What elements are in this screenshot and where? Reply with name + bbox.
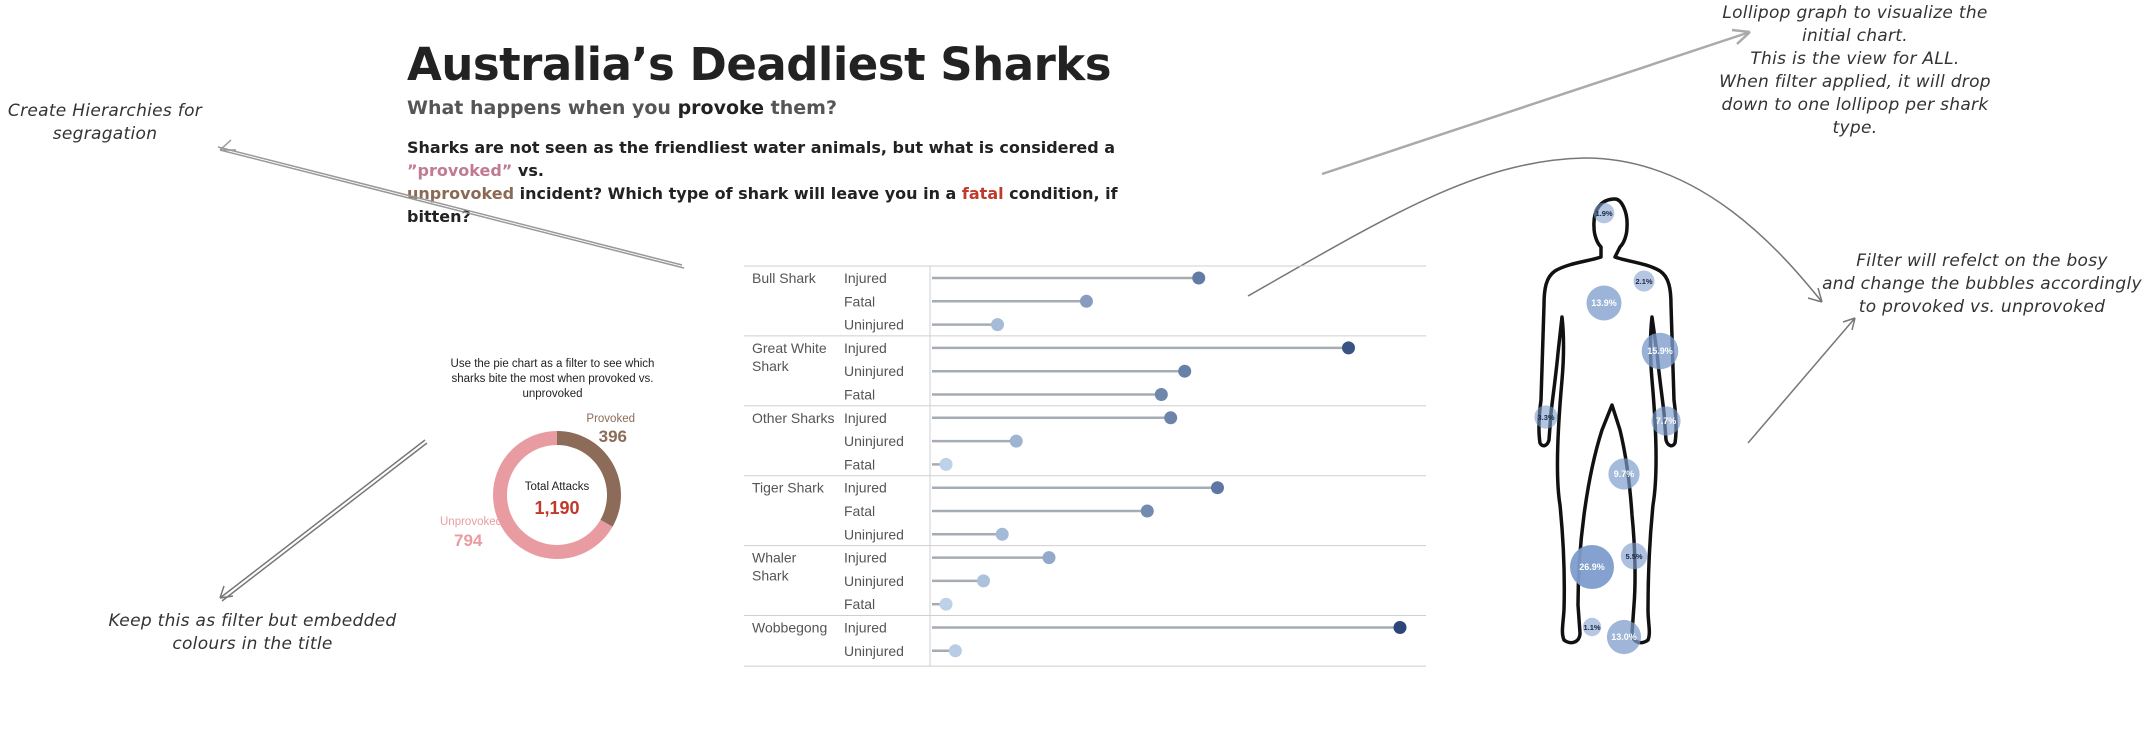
arrowhead-hierarchies [219, 139, 236, 151]
lollipop-chart: Bull Shark Injured Fatal Uninjured Great Whi… [744, 265, 1426, 667]
body-bubble [1608, 458, 1640, 490]
pie-value-provoked: 396 [599, 427, 627, 446]
annotation-body-filter: Filter will refelct on the bosy and chang… [1822, 251, 2142, 317]
body-bubble-label: 13.0% [1611, 632, 1637, 642]
pie-slice-provoked[interactable] [557, 431, 621, 527]
lollipop-group-name: Shark [752, 568, 790, 584]
body-bubble [1534, 405, 1558, 429]
lollipop-dot [939, 597, 953, 611]
body-bubble-label: 1.9% [1595, 209, 1612, 218]
lollipop-group-name: Wobbegong [752, 620, 827, 636]
pie-center-label: Total Attacks [525, 481, 590, 493]
lollipop-row-label: Injured [844, 620, 887, 636]
body-bubble-chart: 1.9% 2.1% 13.9% 15.9% 3.3% 7.7% 9.7% 26.9% 5.5% 1… [1534, 197, 1681, 655]
pie-total-value: 1,190 [534, 498, 579, 518]
arrow-hierarchies-double [217, 146, 683, 266]
body-bubble [1651, 406, 1681, 436]
body-bubble [1606, 619, 1642, 655]
lollipop-row-label: Injured [844, 340, 887, 356]
annotation-lollipop: Lollipop graph to visualize the initial c… [1719, 3, 1991, 138]
body-bubble [1593, 202, 1615, 224]
body-bubble [1586, 285, 1622, 321]
pie-label-provoked: Provoked [586, 413, 635, 425]
page-description: Sharks are not seen as the friendliest w… [407, 138, 1118, 226]
lollipop-row-label: Uninjured [844, 363, 904, 379]
lollipop-group-name: Bull Shark [752, 270, 817, 286]
lollipop-dot [1393, 621, 1407, 634]
body-bubble [1570, 545, 1614, 589]
provoked-highlight: ”provoked” [407, 161, 513, 180]
arrowhead-body [1842, 317, 1856, 331]
arrowhead-curve-body [1807, 287, 1823, 303]
arrow-lollipop [1321, 30, 1751, 176]
annotation-hierarchies: Create Hierarchies for segragation [7, 101, 203, 144]
lollipop-dot [1210, 481, 1224, 495]
lollipop-dot [1140, 504, 1154, 518]
body-bubble [1620, 542, 1648, 570]
lollipop-row-label: Fatal [844, 387, 875, 403]
body-bubble-label: 3.3% [1537, 413, 1554, 422]
lollipop-row-label: Injured [844, 480, 887, 496]
pie-caption: Use the pie chart as a filter to see whi… [450, 358, 655, 400]
arrowhead-pie [219, 585, 234, 599]
lollipop-dot [1154, 388, 1168, 401]
lollipop-row-label: Fatal [844, 503, 875, 519]
body-bubble-label: 2.1% [1635, 277, 1652, 286]
lollipop-group-name: Whaler [752, 550, 797, 566]
body-bubble-label: 7.7% [1656, 416, 1677, 426]
arrow-pie [219, 439, 426, 599]
lollipop-row-label: Fatal [844, 293, 875, 309]
fatal-highlight: fatal [961, 184, 1004, 203]
lollipop-row-label: Uninjured [844, 573, 904, 589]
lollipop-row-label: Uninjured [844, 317, 904, 333]
body-bubble-label: 5.5% [1625, 552, 1642, 561]
lollipop-row-label: Injured [844, 270, 887, 286]
lollipop-dot [1079, 294, 1093, 308]
arrow-hierarchies [219, 149, 685, 269]
body-bubble-label: 9.7% [1614, 469, 1635, 479]
lollipop-row-label: Injured [844, 410, 887, 426]
lollipop-dot [1192, 271, 1206, 285]
pie-label-unprovoked: Unprovoked [440, 516, 502, 528]
lollipop-row-label: Injured [844, 550, 887, 566]
lollipop-dot [1342, 341, 1356, 355]
lollipop-dot [995, 527, 1009, 541]
arrowhead-lollipop [1731, 28, 1751, 45]
body-bubble [1582, 617, 1602, 637]
lollipop-row-label: Fatal [844, 456, 875, 472]
page-subtitle: What happens when you provoke them? [407, 97, 837, 119]
lollipop-dot [1042, 551, 1056, 565]
lollipop-row-label: Uninjured [844, 526, 904, 542]
body-bubble [1633, 270, 1655, 292]
body-bubble-label: 26.9% [1579, 562, 1605, 572]
lollipop-dot [1009, 434, 1023, 448]
lollipop-group-name: Shark [752, 358, 790, 374]
lollipop-dot [976, 574, 990, 588]
body-bubble-label: 15.9% [1647, 346, 1673, 356]
lollipop-dot [1164, 411, 1178, 425]
arrow-curve-body [1247, 157, 1823, 303]
body-bubble-label: 13.9% [1591, 298, 1617, 308]
lollipop-dot [1178, 364, 1192, 378]
arrow-pie-double [221, 442, 428, 602]
lollipop-row-label: Fatal [844, 596, 875, 612]
lollipop-dot [948, 644, 962, 658]
lollipop-group-name: Great White [752, 340, 827, 356]
page-title: Australia’s Deadliest Sharks [407, 38, 1111, 91]
donut-chart[interactable]: Provoked 396 Unprovoked 794 Total Attacks 1,1… [420, 400, 660, 580]
arrow-body [1747, 317, 1856, 444]
lollipop-dot [991, 318, 1005, 332]
lollipop-group-name: Other Sharks [752, 410, 834, 426]
body-bubble-label: 1.1% [1583, 623, 1600, 632]
lollipop-group-name: Tiger Shark [752, 480, 825, 496]
annotation-pie-filter: Keep this as filter but embedded colours … [108, 611, 397, 654]
lollipop-row-label: Uninjured [844, 643, 904, 659]
pie-value-unprovoked: 794 [454, 531, 483, 550]
unprovoked-highlight: unprovoked [407, 184, 515, 203]
body-bubble [1641, 332, 1679, 370]
lollipop-row-label: Uninjured [844, 433, 904, 449]
lollipop-dot [939, 457, 953, 471]
